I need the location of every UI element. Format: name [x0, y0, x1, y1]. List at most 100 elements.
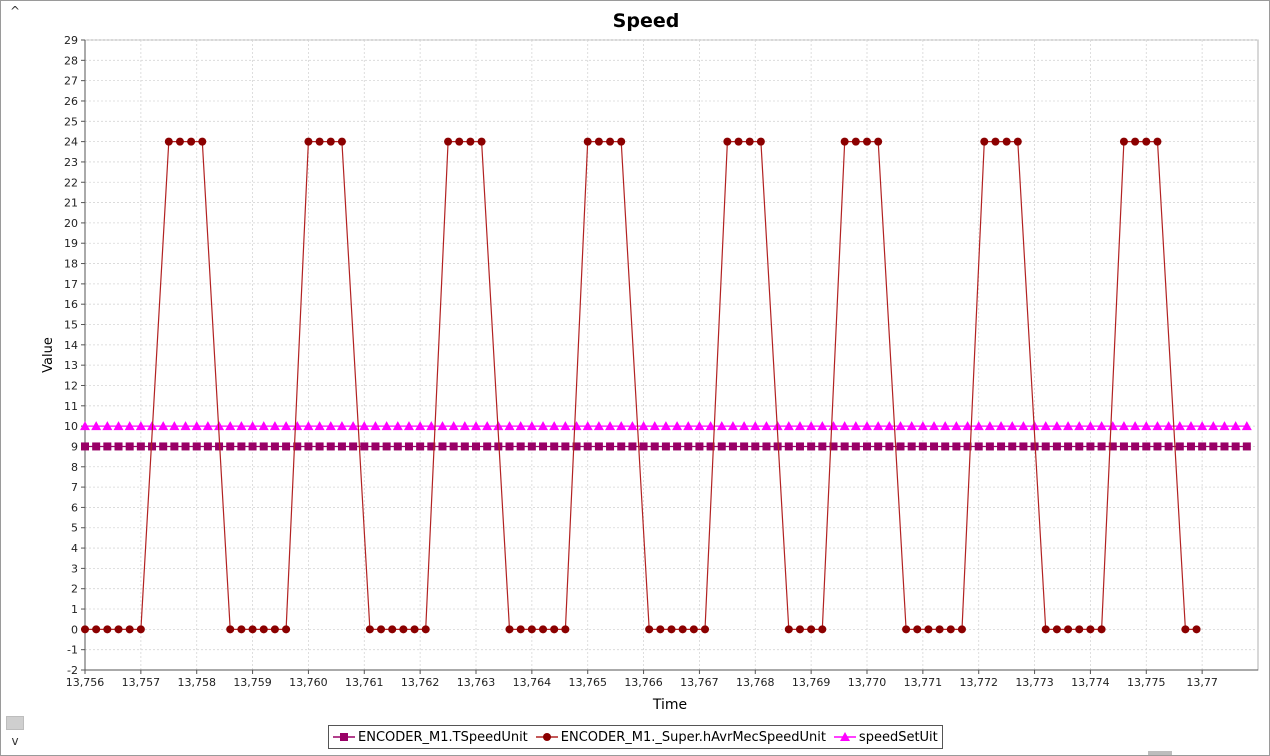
scroll-up-icon[interactable]: ^ [9, 4, 21, 18]
legend-swatch [833, 732, 856, 741]
data-point [594, 137, 603, 146]
data-point [1231, 442, 1240, 451]
data-point [885, 442, 894, 451]
data-point [734, 137, 743, 146]
data-point [114, 625, 123, 634]
data-point [336, 421, 347, 431]
data-point [1030, 442, 1039, 451]
data-point [1192, 625, 1201, 634]
data-point [695, 442, 704, 451]
y-tick-label: 5 [71, 522, 78, 535]
data-point [649, 421, 660, 431]
scroll-thumb[interactable] [6, 716, 24, 730]
data-point [941, 442, 950, 451]
data-point [415, 421, 426, 431]
x-tick-label: 13,762 [401, 676, 440, 689]
data-point [202, 421, 213, 431]
data-point [717, 442, 726, 451]
x-tick-label: 13,768 [736, 676, 775, 689]
data-point [92, 625, 101, 634]
data-point [761, 421, 772, 431]
horizontal-scroll-thumb[interactable] [1148, 751, 1172, 755]
data-point [963, 442, 972, 451]
data-point [583, 442, 592, 451]
data-point [136, 625, 145, 634]
data-point [807, 625, 816, 634]
x-tick-label: 13,774 [1071, 676, 1110, 689]
data-point [455, 137, 464, 146]
data-point [427, 442, 436, 451]
data-point [884, 421, 895, 431]
data-point [606, 442, 615, 451]
y-tick-label: 15 [64, 319, 78, 332]
data-point [404, 442, 413, 451]
data-point [258, 421, 269, 431]
scroll-down-icon[interactable]: v [11, 734, 19, 748]
data-point [935, 625, 944, 634]
y-tick-label: 7 [71, 481, 78, 494]
data-point [175, 137, 184, 146]
data-point [851, 442, 860, 451]
x-tick-label: 13,771 [904, 676, 943, 689]
data-point [136, 442, 145, 451]
x-tick-label: 13,775 [1127, 676, 1166, 689]
data-point [370, 421, 381, 431]
data-point [561, 625, 570, 634]
data-point [81, 625, 89, 634]
data-point [706, 442, 715, 451]
data-point [1064, 625, 1073, 634]
data-point [572, 442, 581, 451]
data-point [795, 625, 804, 634]
data-point [505, 625, 514, 634]
data-point [1198, 442, 1207, 451]
y-tick-label: -1 [67, 644, 78, 657]
data-point [125, 442, 134, 451]
chart-legend: ENCODER_M1.TSpeedUnit ENCODER_M1._Super.h… [328, 725, 943, 749]
y-tick-label: 25 [64, 115, 78, 128]
x-tick-label: 13,769 [792, 676, 831, 689]
data-point [170, 442, 179, 451]
data-point [673, 442, 682, 451]
y-tick-label: 19 [64, 237, 78, 250]
x-tick-label: 13,756 [66, 676, 105, 689]
data-point [303, 421, 314, 431]
data-point [683, 421, 694, 431]
data-point [605, 421, 616, 431]
data-point [203, 442, 212, 451]
data-point [1052, 442, 1061, 451]
data-point [794, 421, 805, 431]
data-point [388, 625, 397, 634]
y-tick-label: 20 [64, 217, 78, 230]
x-tick-label: 13,770 [848, 676, 887, 689]
data-point [863, 442, 871, 451]
data-point [667, 625, 676, 634]
data-point [181, 442, 190, 451]
data-point [723, 137, 732, 146]
data-point [135, 421, 146, 431]
data-point [113, 421, 124, 431]
data-point [962, 421, 973, 431]
data-point [660, 421, 671, 431]
data-point [169, 421, 180, 431]
data-point [459, 421, 470, 431]
data-point [315, 442, 324, 451]
legend-item: speedSetUit [833, 730, 938, 745]
x-tick-label: 13,758 [177, 676, 216, 689]
data-point [125, 625, 134, 634]
legend-item: ENCODER_M1._Super.hAvrMecSpeedUnit [535, 730, 826, 745]
data-point [1007, 421, 1018, 431]
data-point [526, 421, 537, 431]
data-point [907, 442, 916, 451]
data-point [1164, 442, 1173, 451]
data-point [996, 421, 1007, 431]
data-point [727, 421, 738, 431]
x-tick-label: 13,772 [959, 676, 998, 689]
data-point [410, 625, 419, 634]
data-point [1153, 137, 1162, 146]
data-point [399, 625, 408, 634]
y-tick-label: 4 [71, 542, 78, 555]
data-point [773, 442, 782, 451]
data-point [1141, 421, 1152, 431]
data-point [1219, 421, 1230, 431]
data-point [997, 442, 1006, 451]
